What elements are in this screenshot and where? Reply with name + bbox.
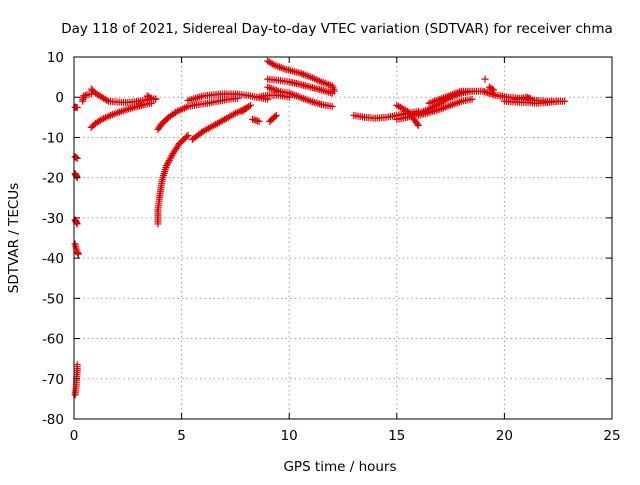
data-point bbox=[146, 94, 154, 102]
data-point bbox=[328, 89, 336, 97]
data-point bbox=[152, 95, 160, 103]
data-point bbox=[255, 117, 263, 125]
data-point bbox=[526, 94, 534, 102]
y-tick-label: -80 bbox=[42, 412, 64, 428]
y-tick-label: -30 bbox=[42, 211, 64, 227]
data-point bbox=[103, 113, 111, 121]
data-point bbox=[328, 102, 336, 110]
data-point bbox=[285, 93, 293, 101]
data-point bbox=[80, 92, 88, 100]
x-tick-label: 15 bbox=[388, 428, 405, 444]
y-tick-label: -60 bbox=[42, 332, 64, 348]
data-point bbox=[468, 95, 476, 103]
data-point bbox=[183, 133, 191, 141]
data-point bbox=[554, 97, 562, 105]
data-point bbox=[98, 115, 106, 123]
data-point bbox=[74, 250, 82, 258]
y-axis-label: SDTVAR / TECUs bbox=[6, 183, 22, 293]
y-tick-label: -20 bbox=[42, 171, 64, 187]
data-point bbox=[272, 111, 280, 119]
data-point bbox=[105, 112, 113, 120]
data-point bbox=[245, 102, 253, 110]
data-point bbox=[414, 121, 422, 129]
y-tick-label: -40 bbox=[42, 251, 64, 267]
data-point bbox=[184, 131, 192, 139]
y-tick-label: 10 bbox=[47, 50, 64, 66]
data-point bbox=[246, 101, 254, 109]
plot-frame bbox=[73, 56, 613, 420]
grid-lines bbox=[74, 57, 612, 419]
data-point bbox=[73, 154, 81, 162]
data-point bbox=[561, 97, 569, 105]
chart-title: Day 118 of 2021, Sidereal Day-to-day VTE… bbox=[61, 21, 613, 37]
data-point bbox=[103, 96, 111, 104]
x-tick-label: 25 bbox=[603, 428, 620, 444]
y-tick-label: -50 bbox=[42, 291, 64, 307]
y-tick-label: -70 bbox=[42, 372, 64, 388]
data-point bbox=[413, 120, 421, 128]
data-point bbox=[73, 104, 81, 112]
x-tick-label: 5 bbox=[177, 428, 186, 444]
x-tick-label: 10 bbox=[281, 428, 298, 444]
data-point bbox=[490, 86, 498, 94]
data-points bbox=[71, 57, 569, 399]
x-tick-label: 20 bbox=[496, 428, 513, 444]
x-tick-label: 0 bbox=[70, 428, 79, 444]
data-point bbox=[71, 391, 79, 399]
data-point bbox=[81, 91, 89, 99]
data-point bbox=[73, 220, 81, 228]
data-point bbox=[488, 85, 496, 93]
x-axis-label: GPS time / hours bbox=[283, 459, 396, 475]
y-tick-label: 0 bbox=[55, 90, 64, 106]
data-point bbox=[172, 109, 180, 117]
data-point bbox=[100, 115, 108, 123]
data-point bbox=[269, 60, 277, 68]
axis-ticks: 0 5 10 15 20 25 -80 -70 -60 -50 -40 -30 -20 -10 0 10 bbox=[42, 50, 621, 444]
data-point bbox=[101, 114, 109, 122]
y-tick-label: -10 bbox=[42, 130, 64, 146]
data-point bbox=[481, 75, 489, 83]
data-point bbox=[271, 113, 279, 121]
